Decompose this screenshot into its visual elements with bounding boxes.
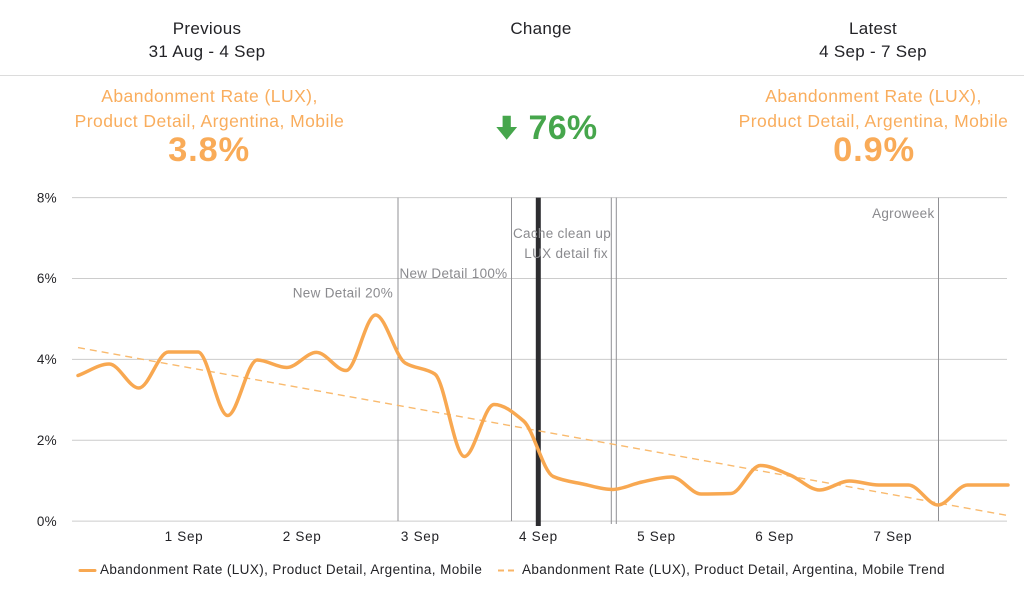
svg-text:2%: 2% (37, 433, 57, 448)
svg-text:8%: 8% (37, 190, 57, 205)
svg-text:6%: 6% (37, 271, 57, 286)
svg-text:7 Sep: 7 Sep (873, 529, 912, 544)
svg-text:6 Sep: 6 Sep (755, 529, 794, 544)
svg-text:4 Sep: 4 Sep (519, 529, 558, 544)
svg-text:4%: 4% (37, 352, 57, 367)
svg-text:Abandonment Rate (LUX), Produc: Abandonment Rate (LUX), Product Detail, … (522, 562, 945, 577)
svg-text:3 Sep: 3 Sep (401, 529, 440, 544)
svg-text:Cache clean up: Cache clean up (513, 226, 611, 241)
svg-text:1 Sep: 1 Sep (165, 529, 204, 544)
svg-text:2 Sep: 2 Sep (283, 529, 322, 544)
svg-text:LUX detail fix: LUX detail fix (524, 246, 608, 261)
svg-text:Abandonment Rate (LUX), Produc: Abandonment Rate (LUX), Product Detail, … (100, 562, 482, 577)
svg-text:0%: 0% (37, 514, 57, 529)
svg-text:5 Sep: 5 Sep (637, 529, 676, 544)
svg-text:Agroweek: Agroweek (872, 206, 934, 221)
svg-text:New Detail 100%: New Detail 100% (399, 266, 507, 281)
svg-text:New Detail 20%: New Detail 20% (293, 286, 393, 301)
